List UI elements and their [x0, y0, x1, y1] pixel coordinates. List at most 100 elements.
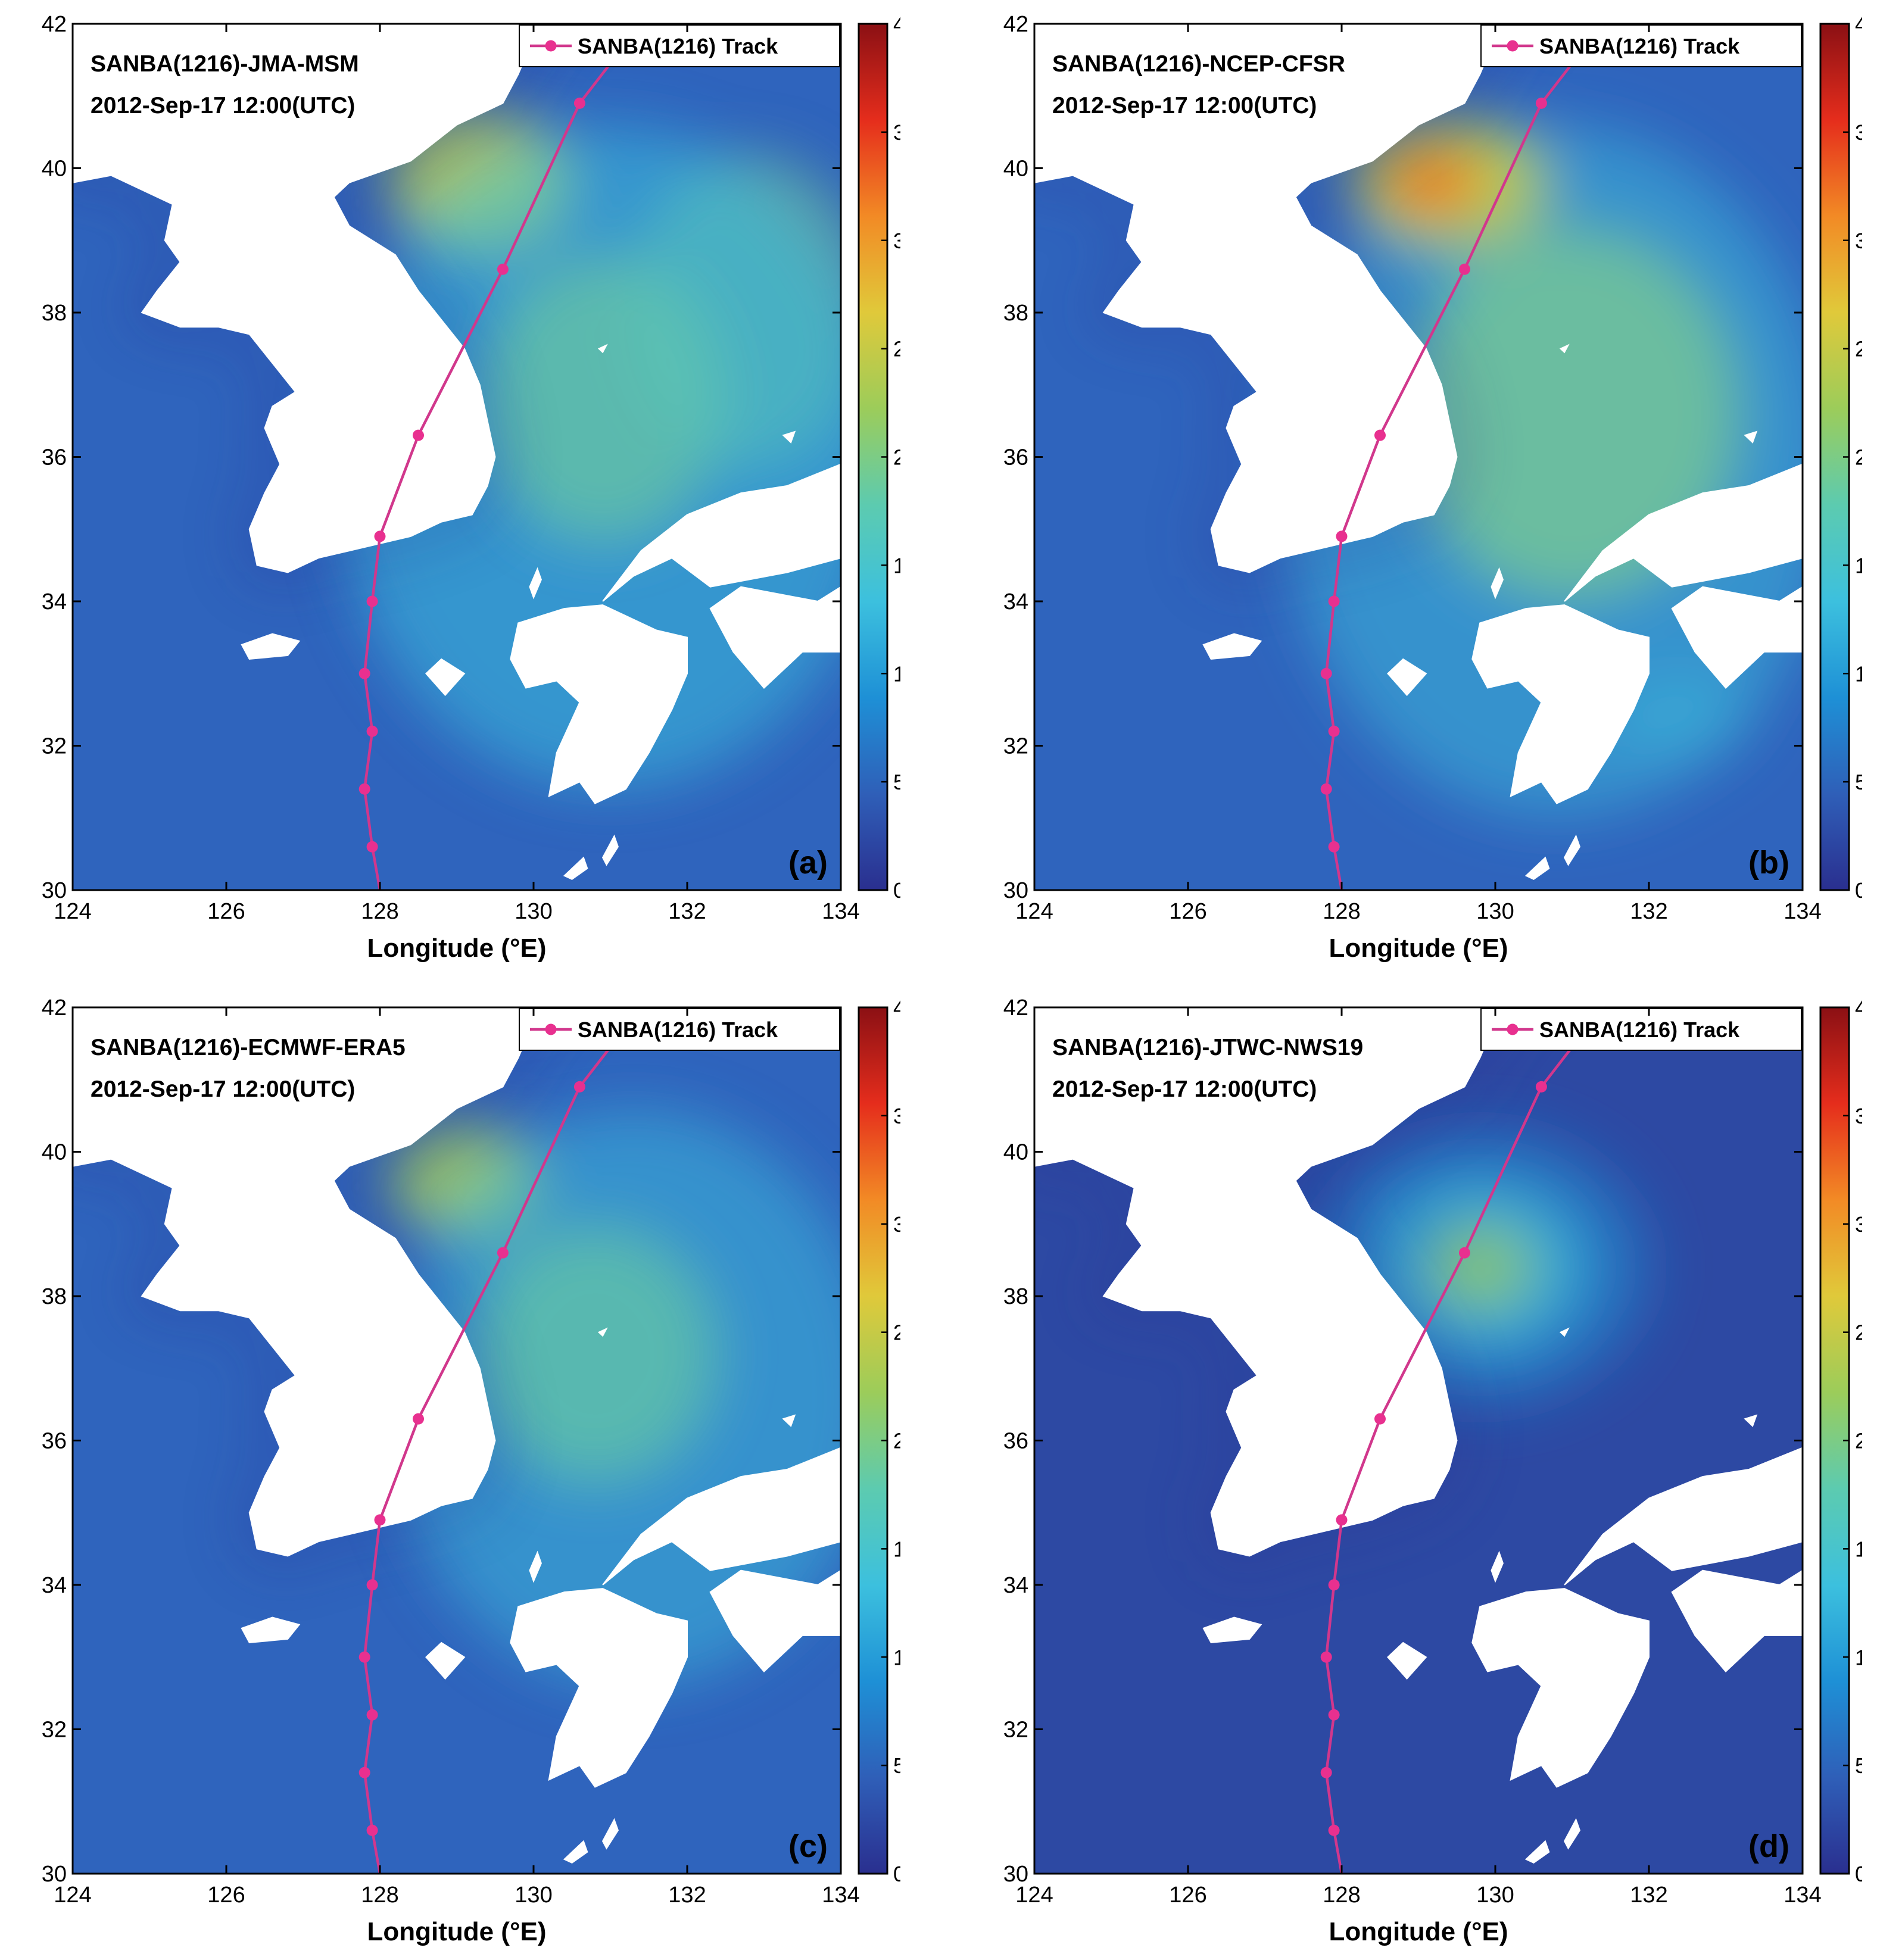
- track-point: [573, 97, 585, 109]
- colorbar-tick-label: 35: [1855, 1104, 1862, 1128]
- colorbar: 0 5 10 15 20 25 30 35 40: [1819, 12, 1862, 903]
- x-axis-label: Longitude (°E): [367, 934, 546, 963]
- wind-speed-contour: [1610, 673, 1749, 760]
- landmass: [1491, 1550, 1504, 1583]
- landmass: [510, 1588, 688, 1788]
- y-tick-label: 40: [42, 1140, 67, 1165]
- track-point: [366, 1709, 378, 1721]
- y-tick-label: 34: [1003, 1573, 1028, 1598]
- y-tick-label: 34: [42, 589, 67, 614]
- landmass: [1564, 1447, 1803, 1586]
- landmass: [1563, 834, 1581, 866]
- legend-label: SANBA(1216) Track: [578, 34, 778, 58]
- panel-tag: (d): [1748, 1828, 1789, 1864]
- track-point: [1328, 725, 1340, 737]
- x-axis-label: Longitude (°E): [1329, 1917, 1508, 1946]
- colorbar-tick-label: 20: [893, 445, 900, 470]
- y-tick-label: 36: [1003, 1429, 1028, 1454]
- wind-speed-field: [1034, 24, 1803, 890]
- landmass: [1563, 1818, 1581, 1850]
- x-tick-label: 128: [1323, 1883, 1360, 1908]
- panel-tag: (c): [788, 1828, 828, 1864]
- y-tick-label: 42: [1003, 12, 1028, 37]
- land-mask: [1034, 24, 1803, 880]
- colorbar-tick-label: 15: [1855, 1537, 1862, 1561]
- track-point: [1328, 1824, 1340, 1836]
- x-tick-label: 126: [207, 899, 245, 924]
- x-tick-label: 134: [1784, 899, 1821, 924]
- colorbar-tick-label: 0: [1855, 1862, 1862, 1886]
- y-tick-label: 38: [1003, 1284, 1028, 1309]
- track-point: [573, 1081, 585, 1093]
- x-tick-label: 130: [1476, 899, 1514, 924]
- track-legend: SANBA(1216) Track: [519, 24, 840, 67]
- colorbar-tick-label: 25: [893, 337, 900, 361]
- track-point: [1336, 530, 1348, 542]
- track-point: [1328, 841, 1340, 853]
- landmass: [241, 1616, 301, 1644]
- y-tick-label: 34: [42, 1573, 67, 1598]
- colorbar-tick-label: 25: [1855, 1321, 1862, 1345]
- landmass: [1387, 1641, 1427, 1680]
- track-point: [358, 1651, 370, 1663]
- landmass: [1202, 633, 1262, 660]
- colorbar-tick-label: 0: [893, 1862, 900, 1886]
- y-tick-label: 30: [42, 878, 67, 903]
- x-tick-label: 132: [1630, 1883, 1667, 1908]
- colorbar-tick-label: 0: [1855, 878, 1862, 903]
- y-tick-label: 36: [42, 1429, 67, 1454]
- panel-title: SANBA(1216)-NCEP-CFSR: [1052, 51, 1345, 77]
- legend-label: SANBA(1216) Track: [1539, 1018, 1740, 1042]
- landmass: [1387, 658, 1427, 697]
- legend-marker: [1507, 40, 1519, 52]
- x-tick-label: 126: [207, 1883, 245, 1908]
- x-tick-label: 130: [515, 899, 552, 924]
- x-tick-label: 130: [1476, 1883, 1514, 1908]
- landmass: [1744, 430, 1758, 444]
- x-tick-label: 130: [515, 1883, 552, 1908]
- landmass: [597, 1327, 608, 1337]
- land-mask: [73, 1007, 841, 1864]
- land-mask: [73, 24, 841, 880]
- x-tick-label: 128: [1323, 899, 1360, 924]
- panel-time: 2012-Sep-17 12:00(UTC): [91, 1076, 355, 1102]
- colorbar-tick-label: 35: [893, 120, 900, 145]
- y-tick-label: 32: [42, 734, 67, 759]
- panel-tag: (a): [788, 845, 828, 881]
- track-point: [413, 429, 424, 441]
- landmass: [510, 604, 688, 804]
- colorbar-tick-label: 15: [893, 553, 900, 578]
- track-point: [1458, 263, 1470, 275]
- panel-b: SANBA(1216)-NCEP-CFSR 2012-Sep-17 12:00(U…: [1003, 12, 1862, 963]
- colorbar-tick-label: 10: [1855, 661, 1862, 686]
- track-legend: SANBA(1216) Track: [519, 1008, 840, 1051]
- track-point: [366, 1824, 378, 1836]
- y-tick-label: 40: [42, 157, 67, 182]
- track-legend: SANBA(1216) Track: [1480, 1008, 1802, 1051]
- landmass: [529, 1550, 542, 1583]
- colorbar-tick-label: 0: [893, 878, 900, 903]
- track-point: [1328, 595, 1340, 607]
- colorbar-tick-label: 40: [1855, 995, 1862, 1020]
- track-point: [1328, 1579, 1340, 1591]
- colorbar-tick-label: 10: [1855, 1645, 1862, 1669]
- track-point: [374, 530, 386, 542]
- x-tick-label: 134: [1784, 1883, 1821, 1908]
- landmass: [563, 1840, 588, 1864]
- y-tick-label: 32: [1003, 1718, 1028, 1743]
- y-tick-label: 38: [42, 1284, 67, 1309]
- colorbar-tick-label: 40: [1855, 12, 1862, 36]
- y-tick-label: 30: [1003, 1862, 1028, 1887]
- track-point: [413, 1413, 424, 1425]
- landmass: [782, 430, 796, 444]
- colorbar-tick-label: 5: [893, 1753, 900, 1778]
- landmass: [529, 567, 542, 600]
- colorbar-tick-label: 15: [1855, 553, 1862, 578]
- landmass: [709, 586, 841, 689]
- landmass: [601, 1818, 619, 1850]
- landmass: [1559, 344, 1570, 354]
- colorbar-tick-label: 40: [893, 995, 900, 1020]
- panel-title: SANBA(1216)-ECMWF-ERA5: [91, 1035, 406, 1060]
- landmass: [1744, 1414, 1758, 1427]
- track-point: [366, 1579, 378, 1591]
